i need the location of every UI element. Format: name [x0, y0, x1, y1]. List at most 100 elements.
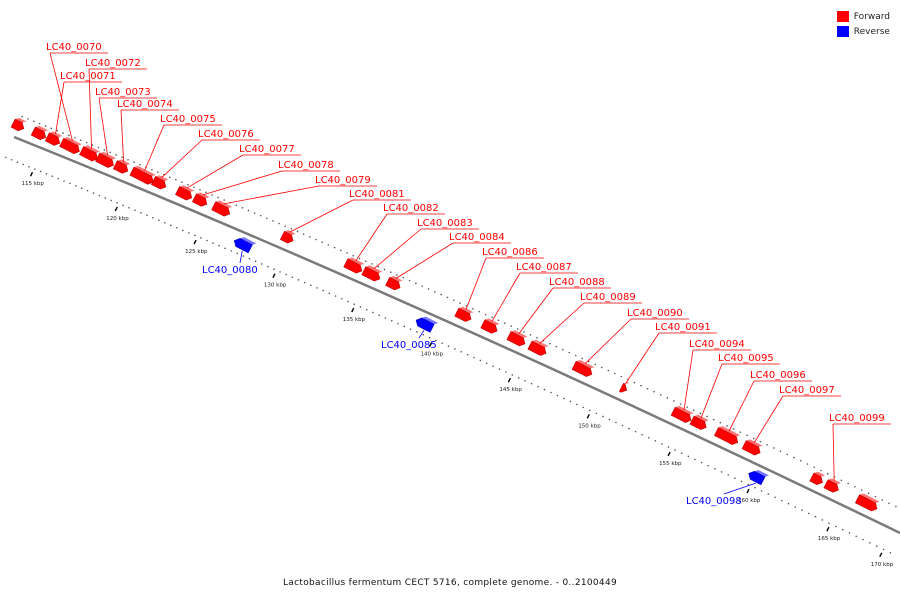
guide-dot	[309, 236, 311, 238]
gene-label[interactable]: LC40_0084	[449, 232, 505, 243]
gene-arrow[interactable]	[741, 438, 763, 457]
gene-arrow[interactable]	[150, 174, 169, 191]
guide-dot	[302, 233, 305, 235]
guide-dot	[828, 522, 830, 524]
guide-dot	[841, 528, 844, 531]
guide-dot	[794, 506, 797, 508]
gene-arrow[interactable]	[112, 158, 131, 175]
gene-label[interactable]: LC40_0073	[95, 87, 151, 98]
unlabeled-genes	[10, 116, 880, 513]
gene-arrow[interactable]	[175, 184, 195, 202]
guide-dot	[38, 122, 41, 125]
guide-dot	[759, 440, 762, 443]
gene-label[interactable]: LC40_0098	[686, 496, 742, 507]
guide-dot	[799, 460, 802, 462]
gene-arrow[interactable]	[454, 305, 475, 323]
guide-dot	[146, 214, 148, 217]
gene-arrow[interactable]	[361, 264, 383, 283]
gene-label[interactable]: LC40_0082	[383, 203, 439, 214]
gene-label[interactable]: LC40_0080	[202, 265, 258, 276]
gene-label[interactable]: LC40_0099	[829, 413, 885, 424]
guide-dot	[621, 424, 624, 427]
gene-leader-line	[832, 423, 835, 481]
guide-dot	[659, 393, 662, 396]
gene-leader-line	[55, 81, 65, 135]
gene-arrow[interactable]	[279, 229, 296, 245]
gene-label[interactable]: LC40_0085	[381, 340, 437, 351]
gene-label[interactable]: LC40_0081	[349, 189, 405, 200]
gene-leader-line	[700, 363, 723, 418]
gene-label[interactable]: LC40_0095	[718, 353, 774, 364]
gene-arrow[interactable]	[823, 477, 842, 494]
gene-label[interactable]: LC40_0086	[482, 247, 538, 258]
guide-dot	[10, 158, 13, 161]
guide-dot	[595, 412, 598, 415]
gene-label[interactable]: LC40_0074	[117, 99, 173, 110]
gene-label[interactable]: LC40_0090	[627, 308, 683, 319]
gene-arrow[interactable]	[232, 234, 257, 254]
gene-label[interactable]: LC40_0096	[750, 370, 806, 381]
gene-arrow[interactable]	[95, 151, 117, 170]
gene-arrow[interactable]	[79, 144, 101, 163]
gene-label[interactable]: LC40_0077	[239, 144, 295, 155]
gene-arrow[interactable]	[527, 338, 549, 357]
guide-dot	[416, 331, 418, 333]
guide-dot	[543, 388, 546, 391]
guide-dot	[347, 300, 349, 303]
gene-arrow[interactable]	[211, 199, 233, 218]
gene-label[interactable]: LC40_0072	[85, 58, 141, 69]
gene-body	[618, 382, 628, 393]
gene-arrow[interactable]	[191, 191, 210, 208]
gene-arrow[interactable]	[747, 467, 770, 486]
gene-leader-line	[395, 242, 454, 279]
guide-dot	[739, 431, 742, 433]
gene-label[interactable]: LC40_0089	[580, 292, 636, 303]
gene-label[interactable]: LC40_0097	[779, 385, 835, 396]
gene-label[interactable]: LC40_0078	[278, 160, 334, 171]
guide-dot	[21, 115, 23, 118]
gene-label[interactable]: LC40_0079	[315, 175, 371, 186]
gene-arrow[interactable]	[480, 317, 501, 335]
guide-dot	[614, 372, 616, 375]
gene-top-face	[239, 237, 257, 245]
guide-dot	[389, 271, 392, 274]
gene-leader-line	[418, 329, 425, 339]
gene-label[interactable]: LC40_0088	[549, 277, 605, 288]
gene-label[interactable]: LC40_0070	[46, 42, 102, 53]
gene-label[interactable]: LC40_0091	[655, 322, 711, 333]
gene-arrow[interactable]	[618, 381, 630, 394]
guide-dot	[98, 194, 101, 197]
gene-label[interactable]: LC40_0071	[60, 71, 116, 82]
gene-arrow-unlabeled[interactable]	[854, 492, 880, 513]
gene-arrow[interactable]	[129, 164, 157, 186]
gene-arrow[interactable]	[414, 313, 439, 333]
gene-arrow-unlabeled[interactable]	[10, 116, 27, 132]
guide-dot	[700, 461, 703, 464]
gene-arrow[interactable]	[506, 329, 528, 348]
guide-dot	[383, 268, 386, 271]
gene-arrow[interactable]	[713, 425, 741, 447]
gene-arrow[interactable]	[689, 413, 710, 431]
gene-label[interactable]: LC40_0075	[160, 114, 216, 125]
gene-arrow[interactable]	[385, 275, 404, 292]
gene-arrow[interactable]	[343, 256, 365, 275]
gene-arrow-unlabeled[interactable]	[809, 470, 826, 486]
guide-dot	[421, 285, 423, 287]
guide-dot	[254, 260, 257, 263]
tick-mark	[746, 488, 750, 494]
gene-label[interactable]: LC40_0083	[417, 218, 473, 229]
gene-arrow[interactable]	[670, 405, 694, 425]
guide-dot	[608, 418, 611, 421]
gene-label[interactable]: LC40_0094	[689, 339, 745, 350]
gene-label[interactable]: LC40_0087	[516, 262, 572, 273]
tick-mark	[272, 273, 276, 279]
gene-arrow-unlabeled[interactable]	[30, 124, 49, 141]
guide-dot	[441, 342, 443, 345]
guide-dot	[628, 427, 630, 430]
guide-dot	[22, 163, 25, 166]
gene-leader-line	[584, 318, 632, 365]
gene-label[interactable]: LC40_0076	[198, 129, 254, 140]
gene-arrow[interactable]	[44, 130, 63, 147]
gene-arrow[interactable]	[571, 359, 595, 379]
gene-arrow[interactable]	[59, 136, 83, 156]
